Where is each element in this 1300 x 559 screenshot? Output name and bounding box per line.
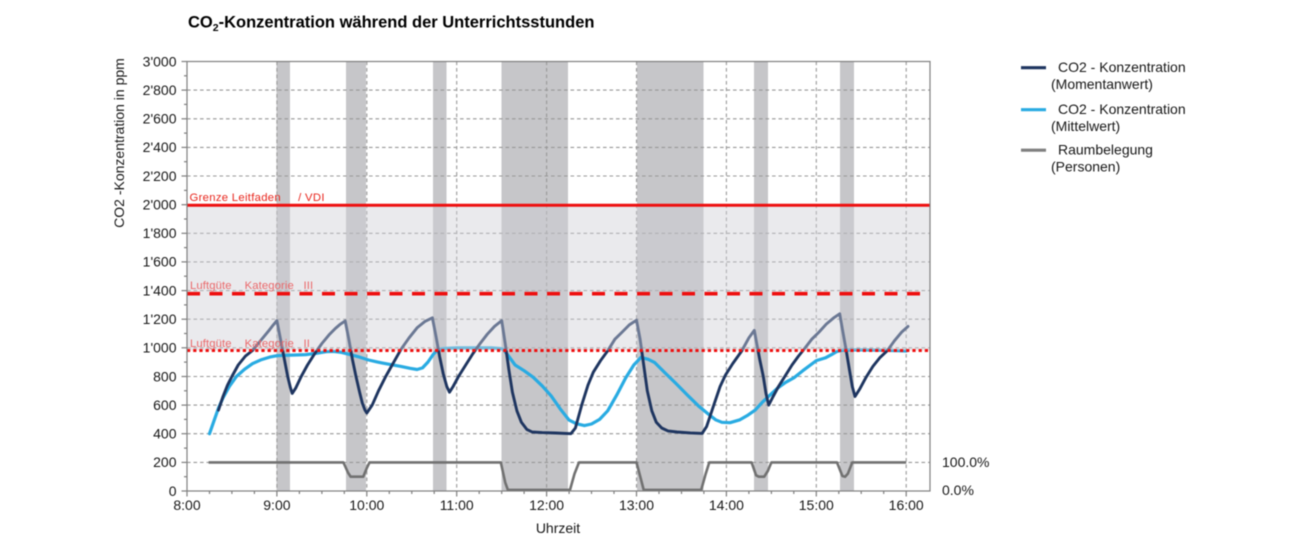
svg-text:1'800: 1'800 xyxy=(143,225,177,241)
svg-text:Luftgüte Kategorie III: Luftgüte Kategorie III xyxy=(190,280,313,292)
svg-text:14:00: 14:00 xyxy=(709,497,744,513)
svg-text:13:00: 13:00 xyxy=(619,497,654,513)
svg-text:8:00: 8:00 xyxy=(173,497,200,513)
svg-text:15:00: 15:00 xyxy=(799,497,834,513)
svg-text:100.0%: 100.0% xyxy=(942,454,989,470)
svg-text:16:00: 16:00 xyxy=(889,497,924,513)
svg-text:(Momentanwert): (Momentanwert) xyxy=(1051,76,1153,92)
svg-text:1'200: 1'200 xyxy=(143,311,177,327)
svg-text:2'400: 2'400 xyxy=(143,139,177,155)
svg-text:9:00: 9:00 xyxy=(263,497,290,513)
svg-text:1'000: 1'000 xyxy=(143,340,177,356)
svg-text:0.0%: 0.0% xyxy=(942,482,974,498)
svg-text:CO2 -Konzentration in ppm: CO2 -Konzentration in ppm xyxy=(111,58,127,228)
svg-text:CO2 - Konzentration: CO2 - Konzentration xyxy=(1058,101,1186,117)
svg-text:1'600: 1'600 xyxy=(143,254,177,270)
svg-text:(Mittelwert): (Mittelwert) xyxy=(1051,118,1120,134)
svg-text:2'800: 2'800 xyxy=(143,82,177,98)
svg-text:Uhrzeit: Uhrzeit xyxy=(536,520,580,536)
svg-text:1'400: 1'400 xyxy=(143,282,177,298)
svg-text:2'200: 2'200 xyxy=(143,168,177,184)
svg-text:2'600: 2'600 xyxy=(143,111,177,127)
svg-text:10:00: 10:00 xyxy=(349,497,384,513)
svg-text:Luftgüte Kategorie II: Luftgüte Kategorie II xyxy=(190,338,310,350)
svg-text:CO2-Konzentration während der: CO2-Konzentration während der Unterricht… xyxy=(188,14,594,35)
svg-text:0: 0 xyxy=(169,483,177,499)
svg-text:600: 600 xyxy=(153,397,177,413)
svg-text:800: 800 xyxy=(153,368,177,384)
svg-text:(Personen): (Personen) xyxy=(1051,159,1120,175)
svg-text:400: 400 xyxy=(153,426,177,442)
svg-text:Raumbelegung: Raumbelegung xyxy=(1058,142,1153,158)
svg-text:Grenze Leitfaden / VDI: Grenze Leitfaden / VDI xyxy=(190,192,325,204)
svg-text:CO2 - Konzentration: CO2 - Konzentration xyxy=(1058,59,1186,75)
svg-text:11:00: 11:00 xyxy=(440,497,474,513)
svg-text:200: 200 xyxy=(153,454,177,470)
svg-text:3'000: 3'000 xyxy=(143,53,177,69)
svg-text:2'000: 2'000 xyxy=(143,197,177,213)
svg-text:12:00: 12:00 xyxy=(529,497,564,513)
